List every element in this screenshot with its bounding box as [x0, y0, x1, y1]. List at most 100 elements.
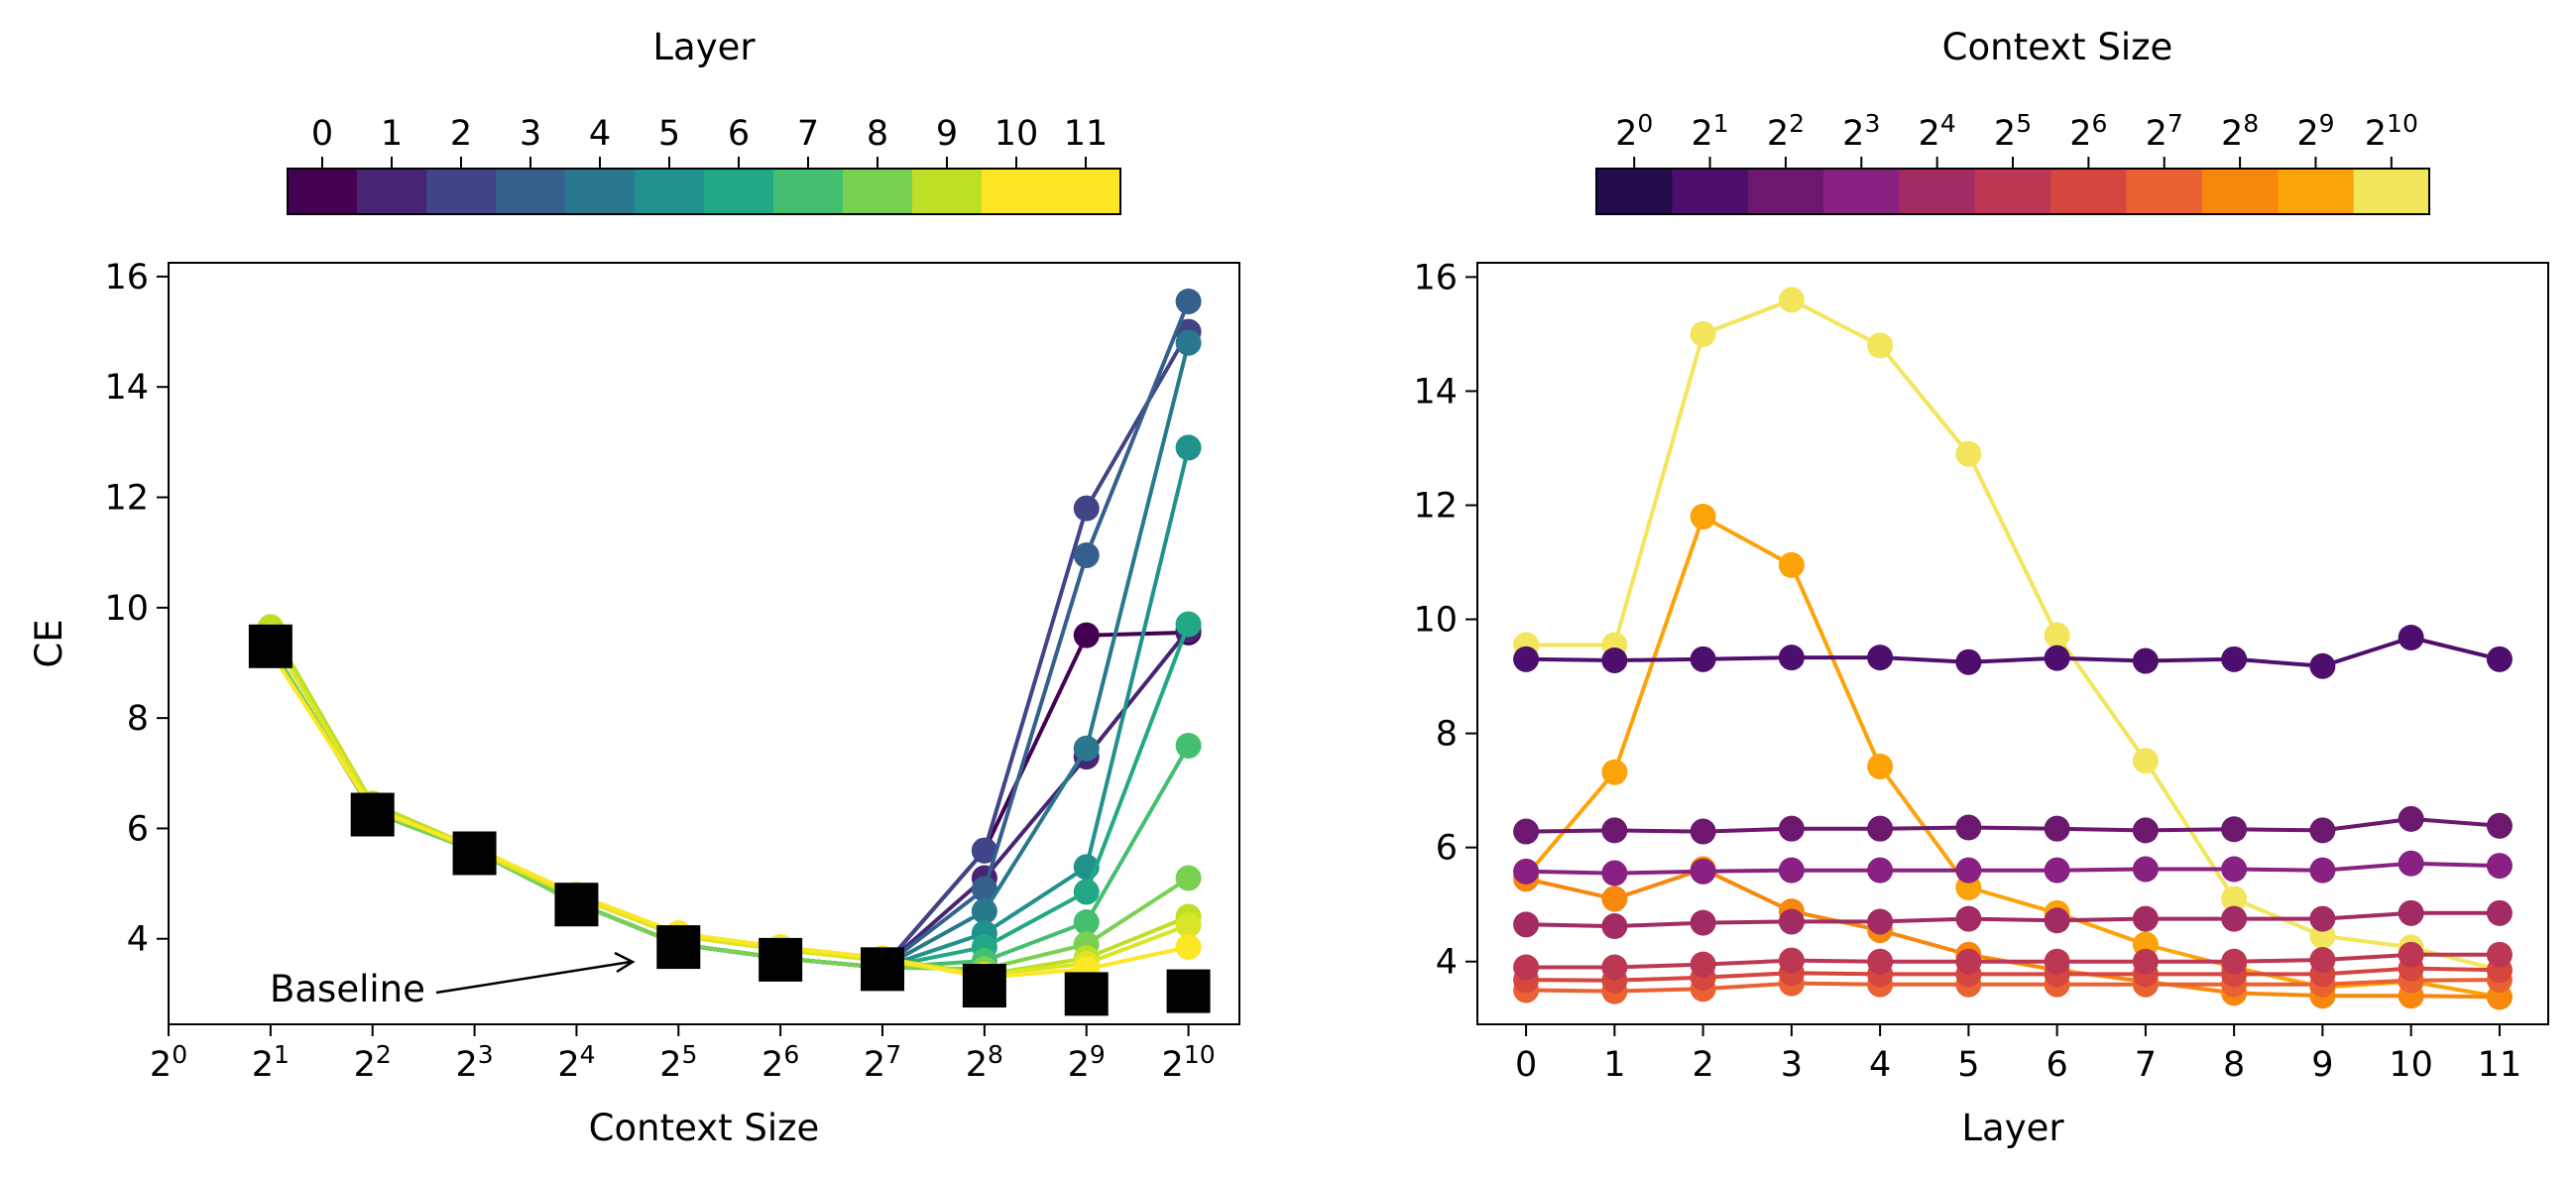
right-series-point [2398, 899, 2424, 926]
right-series-point [2398, 850, 2424, 877]
right-series-point [2309, 817, 2336, 844]
left-colorbar-tick-label: 9 [936, 114, 958, 154]
right-colorbar-tick-label: 23 [1842, 109, 1880, 154]
right-series-point [1955, 440, 1982, 467]
baseline-marker [248, 624, 293, 668]
left-series-point [1073, 622, 1100, 649]
right-x-tick-label: 5 [1957, 1045, 1979, 1085]
right-series-context-2-9 [1513, 504, 2513, 1010]
right-colorbar-cell [1974, 169, 2051, 214]
left-colorbar-frame [287, 168, 1121, 215]
right-series-point [1513, 858, 1540, 885]
right-colorbar-tick-label: 28 [2221, 109, 2259, 154]
right-series-point [1867, 948, 1894, 975]
left-colorbar-cell [843, 169, 913, 214]
left-x-tick-label: 21 [252, 1040, 290, 1085]
right-series-point [2398, 805, 2424, 832]
left-colorbar-cell [357, 169, 427, 214]
right-series-point [2221, 948, 2248, 975]
left-series-line [269, 628, 1191, 970]
baseline-marker [350, 792, 395, 837]
left-plot-frame [168, 262, 1240, 1025]
left-colorbar-tick-label: 5 [658, 114, 680, 154]
right-series-point [2044, 948, 2070, 975]
right-series-point [1955, 905, 1982, 932]
right-series-point [2132, 856, 2159, 883]
right-series-point [2221, 905, 2248, 932]
left-colorbar-cell [496, 169, 566, 214]
right-series-point [1778, 645, 1805, 671]
right-colorbar-cell [2353, 169, 2430, 214]
left-plot: 20 21 22 23 24 25 26 27 28 29 210 4 6 8 10 12 14 16 Basel… [28, 258, 1240, 1149]
left-series-layer-6 [257, 611, 1202, 981]
left-x-axis-title: Context Size [589, 1107, 820, 1149]
left-series-point [1073, 735, 1100, 762]
left-colorbar-tick-label: 10 [995, 114, 1039, 154]
left-colorbar-ticks: 0 1 2 3 4 5 6 7 8 9 10 11 [311, 114, 1108, 169]
right-series-point [2221, 885, 2248, 912]
left-x-tick-label: 27 [864, 1040, 901, 1085]
right-series-point [1867, 332, 1894, 359]
right-colorbar-cell [2050, 169, 2128, 214]
left-colorbar-cell [565, 169, 636, 214]
right-series-point [1513, 911, 1540, 938]
right-colorbar: Context Size 20 21 22 23 24 25 26 27 28 29 210 [1595, 26, 2430, 215]
left-y-tick-label: 8 [127, 699, 149, 739]
left-series-layer-8 [257, 633, 1202, 983]
right-series-point [1778, 857, 1805, 884]
right-series-point [1778, 815, 1805, 842]
left-series-point [1175, 434, 1202, 461]
right-x-tick-label: 8 [2223, 1045, 2245, 1085]
right-series-line [1526, 952, 2500, 970]
baseline-marker [452, 831, 497, 876]
left-series-point [1175, 865, 1202, 891]
left-y-axis-title: CE [28, 619, 70, 667]
left-x-tick-label: 28 [966, 1040, 1003, 1085]
right-colorbar-cell [1596, 169, 1673, 214]
right-series-point [2309, 652, 2336, 679]
right-x-tick-label: 7 [2135, 1045, 2157, 1085]
right-series [1513, 287, 2513, 1010]
right-series-line [1526, 910, 2500, 929]
left-colorbar-tick-label: 11 [1064, 114, 1109, 154]
right-series-point [1867, 857, 1894, 884]
left-colorbar-cells [288, 169, 1121, 214]
left-series-point [1175, 911, 1202, 938]
right-series-point [1690, 858, 1716, 885]
right-colorbar-cell [2278, 169, 2355, 214]
right-series-point [1955, 649, 1982, 675]
right-series-context-2-8 [1513, 856, 2513, 1010]
left-colorbar-cell [635, 169, 705, 214]
right-series-line [1526, 861, 2500, 876]
right-series-point [1690, 320, 1716, 347]
right-y-tick-label: 6 [1436, 829, 1458, 869]
right-colorbar-ticks: 20 21 22 23 24 25 26 27 28 29 210 [1615, 109, 2418, 169]
right-y-tick-label: 4 [1436, 943, 1458, 983]
right-series-point [1778, 908, 1805, 935]
left-x-tick-label: 210 [1162, 1040, 1216, 1085]
right-y-tick-label: 10 [1413, 601, 1458, 641]
left-series-layer-2 [257, 318, 1202, 981]
left-series-point [1175, 732, 1202, 759]
right-series-point [2221, 856, 2248, 883]
right-plot-frame [1476, 262, 2549, 1025]
left-series-line [269, 330, 1191, 970]
baseline-marker [1064, 972, 1109, 1016]
right-series-point [2486, 941, 2513, 968]
left-y-tick-label: 10 [104, 589, 149, 629]
right-series-point [1601, 647, 1628, 673]
right-series-line [1526, 636, 2501, 668]
left-series-layer-7 [257, 633, 1202, 981]
left-series-point [1175, 329, 1202, 356]
right-series-point [2132, 817, 2159, 844]
right-series-line [1526, 966, 2500, 983]
right-colorbar-cell [1747, 169, 1824, 214]
right-series-line [1526, 978, 2500, 994]
right-series-point [2132, 905, 2159, 932]
left-colorbar-cell [1051, 169, 1121, 214]
baseline-annotation-arrow [435, 960, 632, 995]
right-series-point [2309, 946, 2336, 973]
right-series-point [1867, 645, 1894, 671]
right-x-tick-label: 0 [1515, 1045, 1537, 1085]
left-colorbar-tick-label: 8 [867, 114, 888, 154]
